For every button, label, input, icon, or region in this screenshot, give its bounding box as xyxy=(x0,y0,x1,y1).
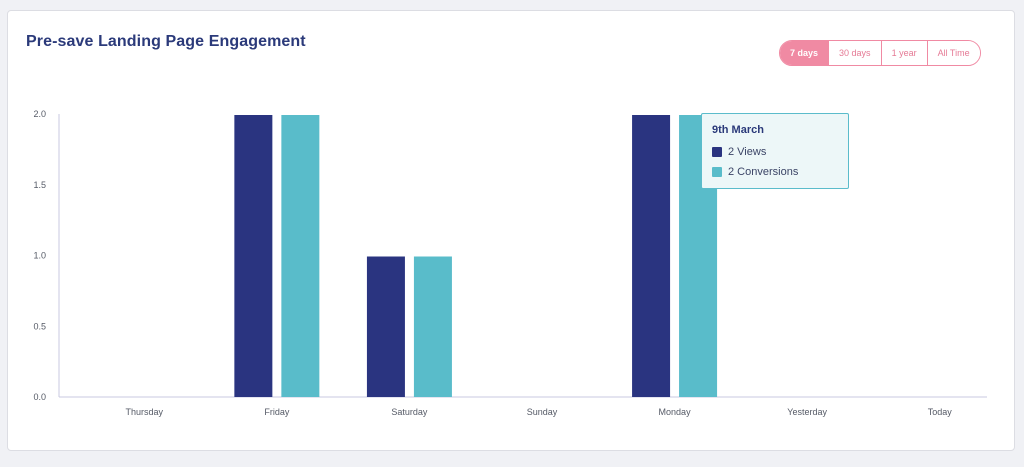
range-all-time-button[interactable]: All Time xyxy=(926,41,980,65)
x-tick-label: Monday xyxy=(659,407,692,417)
views-bar-friday xyxy=(234,115,273,397)
chart-tooltip: 9th March 2 Views 2 Conversions xyxy=(701,113,849,189)
conversions-bar-saturday xyxy=(413,256,452,397)
x-tick-label: Friday xyxy=(264,407,290,417)
x-tick-label: Yesterday xyxy=(787,407,827,417)
range-1-year-button[interactable]: 1 year xyxy=(880,41,927,65)
y-tick-label: 0.5 xyxy=(33,321,46,331)
tooltip-row-conversions: 2 Conversions xyxy=(712,162,838,182)
y-tick-label: 1.0 xyxy=(33,251,46,261)
x-tick-label: Today xyxy=(928,407,953,417)
y-tick-label: 1.5 xyxy=(33,180,46,190)
time-range-selector: 7 days 30 days 1 year All Time xyxy=(779,40,981,66)
x-tick-label: Saturday xyxy=(391,407,428,417)
tooltip-title: 9th March xyxy=(712,124,764,136)
tooltip-conversions-label: 2 Conversions xyxy=(728,166,799,178)
views-bar-saturday xyxy=(366,256,405,397)
engagement-card: Pre-save Landing Page Engagement 7 days … xyxy=(7,10,1015,451)
tooltip-views-label: 2 Views xyxy=(728,146,767,158)
card-title: Pre-save Landing Page Engagement xyxy=(26,33,306,50)
x-tick-label: Thursday xyxy=(126,407,164,417)
range-7-days-button[interactable]: 7 days xyxy=(780,41,829,65)
tooltip-row-views: 2 Views xyxy=(712,142,838,162)
y-tick-label: 2.0 xyxy=(33,109,46,119)
views-swatch xyxy=(712,147,722,157)
conversions-bar-friday xyxy=(281,115,320,397)
range-30-days-button[interactable]: 30 days xyxy=(828,41,881,65)
conversions-swatch xyxy=(712,167,722,177)
y-tick-label: 0.0 xyxy=(33,392,46,402)
x-tick-label: Sunday xyxy=(527,407,558,417)
views-bar-monday xyxy=(632,115,671,397)
